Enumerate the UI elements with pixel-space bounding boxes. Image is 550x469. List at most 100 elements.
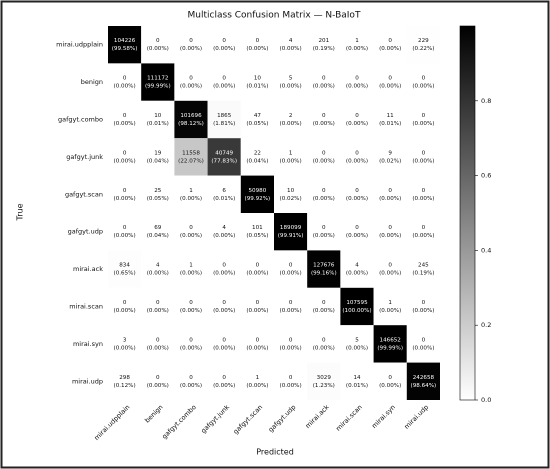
cell [207,138,241,176]
cell-percent: (0.00%) [280,271,302,277]
cell-count: 0 [289,263,293,269]
cell-percent: (0.00%) [280,46,302,52]
y-tick-label: mirai.ack [73,265,103,273]
cell [373,250,407,288]
cell [406,213,440,251]
cell-percent: (0.00%) [180,233,202,239]
cell-count: 101696 [180,113,202,119]
cell [307,138,341,176]
cell-percent: (0.00%) [280,308,302,314]
cell-percent: (0.00%) [412,121,434,127]
cell-count: 0 [189,76,193,82]
cell [340,26,374,64]
cell-percent: (0.01%) [246,84,268,90]
cell-percent: (100.00%) [342,308,371,314]
cell-percent: (0.00%) [246,308,268,314]
chart-title: Multiclass Confusion Matrix — N-BaIoT [188,11,361,21]
cell-percent: (0.00%) [180,196,202,202]
cell [373,138,407,176]
cell-count: 0 [256,263,260,269]
cell [108,213,142,251]
cell-count: 22 [254,150,261,156]
cell-count: 0 [422,225,426,231]
cell-count: 0 [355,113,359,119]
cell-percent: (0.00%) [147,271,169,277]
cell [274,325,308,363]
cell [108,26,142,64]
cell [240,325,274,363]
cell [108,287,142,326]
cell-percent: (0.00%) [412,158,434,164]
cell [274,138,308,176]
cell-percent: (0.00%) [213,345,235,351]
cell [307,175,341,213]
cell-percent: (0.00%) [379,233,401,239]
cell-percent: (0.00%) [412,84,434,90]
cell-count: 9 [388,150,392,156]
cell-percent: (0.00%) [180,84,202,90]
cell-percent: (0.00%) [313,233,335,239]
cell-count: 0 [222,263,226,269]
cell-percent: (0.02%) [379,158,401,164]
cell [174,138,208,176]
y-tick-label: mirai.scan [69,303,103,311]
cell [207,362,241,400]
cell-count: 0 [355,225,359,231]
cell-count: 0 [156,38,160,44]
cell-count: 0 [222,337,226,343]
cell-percent: (0.00%) [147,383,169,389]
cell-count: 0 [422,300,426,306]
cell-percent: (0.04%) [147,233,169,239]
cell [340,175,374,213]
cell [373,325,407,363]
cell [207,287,241,326]
cell-percent: (99.99%) [145,84,171,90]
cell [274,26,308,64]
cell [307,287,341,326]
cell-percent: (0.00%) [114,345,136,351]
cell [274,362,308,400]
cell [174,250,208,288]
cell [240,287,274,326]
cell [141,63,175,101]
cell-count: 0 [388,76,392,82]
cell-count: 47 [254,113,262,119]
cell [340,213,374,251]
cell-percent: (0.01%) [379,121,401,127]
cell-count: 0 [322,188,326,194]
cell-count: 0 [355,76,359,82]
cell [207,63,241,101]
cell [307,26,341,64]
cell [373,100,407,139]
cell [108,175,142,213]
cell-percent: (0.19%) [412,271,434,277]
cell-count: 0 [189,225,193,231]
cell [406,325,440,363]
cell-count: 0 [388,225,392,231]
cell-percent: (0.00%) [180,308,202,314]
colorbar-tick-label: 0.2 [481,321,491,329]
cell-count: 0 [156,337,160,343]
cell-count: 11558 [182,150,200,156]
cell [307,362,341,400]
cell-count: 0 [388,263,392,269]
cell [108,63,142,101]
cell-count: 0 [355,150,359,156]
cell [207,175,241,213]
cell [240,100,274,139]
cell-count: 0 [322,150,326,156]
cell-percent: (0.01%) [147,121,169,127]
cell-count: 4 [355,263,359,269]
y-tick-label: mirai.udpplain [56,41,103,49]
cell-percent: (0.00%) [412,308,434,314]
cell-count: 19 [154,150,162,156]
cell-percent: (22.07%) [178,158,204,164]
cell [240,26,274,64]
cell-count: 107595 [346,300,368,306]
cell-count: 0 [189,337,193,343]
cell-count: 0 [256,337,260,343]
cell [240,250,274,288]
y-tick-label: mirai.udp [72,377,103,385]
cell-count: 10 [154,113,162,119]
